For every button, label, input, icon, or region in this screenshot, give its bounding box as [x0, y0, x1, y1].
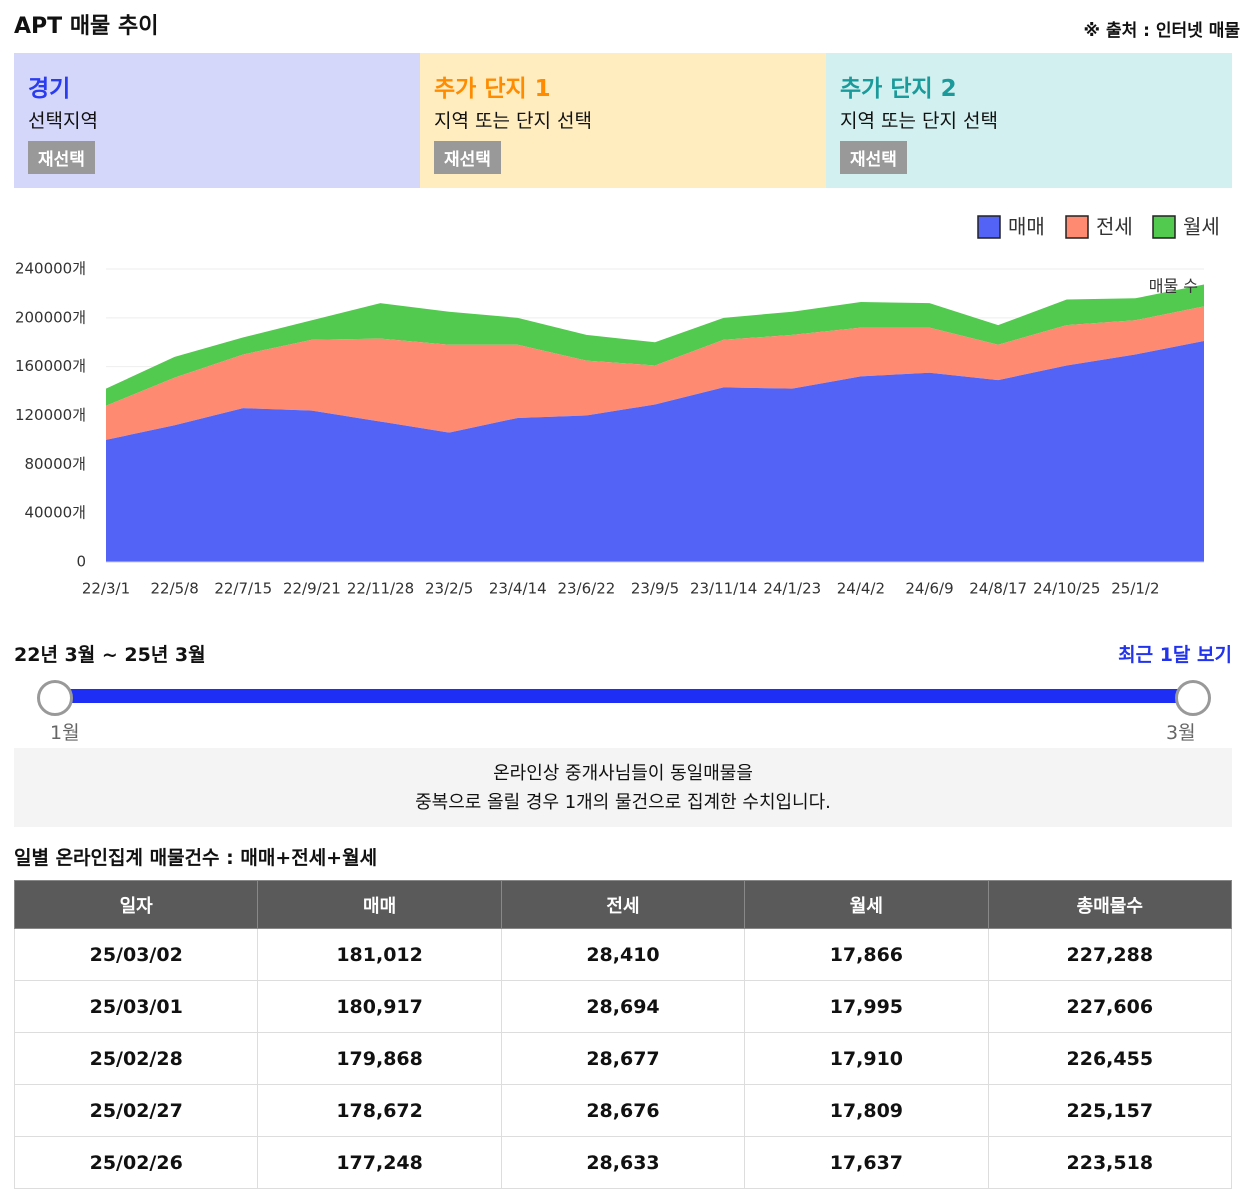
y-tick-label: 120000개: [15, 406, 86, 424]
legend-swatch: [977, 215, 1001, 239]
table-cell: 17,995: [744, 980, 989, 1033]
slider-end[interactable]: [1175, 680, 1211, 716]
table-row: 25/02/26 177,248 28,633 17,637 223,518: [13, 1136, 1233, 1189]
legend-label: 매매: [1008, 215, 1045, 239]
table-cell: 28,676: [500, 1084, 746, 1137]
slider-end-label: 3월: [1166, 722, 1196, 744]
x-tick-label: 23/4/14: [489, 580, 547, 598]
legend-label: 전세: [1096, 215, 1133, 239]
area-series: [106, 284, 1204, 406]
notice-line: 중복으로 올릴 경우 1개의 물건으로 집계한 수치입니다.: [415, 792, 831, 813]
table-cell: 25/02/26: [13, 1136, 259, 1189]
table-cell: 28,677: [500, 1032, 746, 1085]
table-cell: 177,248: [257, 1136, 502, 1189]
x-tick-label: 24/10/25: [1033, 580, 1100, 598]
column-header: 전세: [500, 880, 746, 929]
region-panel: 추가 단지 2 지역 또는 단지 선택 재선택: [826, 53, 1232, 188]
region-name: 경기: [28, 76, 71, 102]
region-panel: 추가 단지 1 지역 또는 단지 선택 재선택: [420, 53, 826, 188]
table-caption: 일별 온라인집계 매물건수 : 매매+전세+월세: [14, 847, 378, 869]
table-row: 25/02/28 179,868 28,677 17,910 226,455: [13, 1032, 1233, 1085]
column-header: 월세: [744, 880, 989, 929]
x-tick-label: 22/7/15: [214, 580, 272, 598]
y-tick-label: 40000개: [24, 504, 86, 522]
x-tick-label: 23/9/5: [631, 580, 679, 598]
table-cell: 17,910: [744, 1032, 989, 1085]
table-cell: 28,694: [500, 980, 746, 1033]
table-cell: 17,866: [744, 928, 989, 981]
legend-swatch: [1152, 215, 1176, 239]
reselect-button[interactable]: 재선택: [840, 141, 907, 174]
area-series: [106, 306, 1204, 440]
table-cell: 225,157: [987, 1084, 1233, 1137]
table-cell: 179,868: [257, 1032, 502, 1085]
slider-start-label: 1월: [50, 722, 80, 744]
table-body: 25/03/02 181,012 28,410 17,866 227,288 25/03/…: [13, 928, 1233, 1189]
header-row: 일자 매매 전세 월세 총매물수: [13, 880, 1233, 929]
table-cell: 17,809: [744, 1084, 989, 1137]
x-tick-label: 23/11/14: [690, 580, 757, 598]
table-cell: 223,518: [987, 1136, 1233, 1189]
area-series: [106, 341, 1204, 562]
y-tick-label: 160000개: [15, 357, 86, 375]
x-tick-label: 24/6/9: [905, 580, 953, 598]
table-cell: 178,672: [257, 1084, 502, 1137]
legend-swatch: [1065, 215, 1089, 239]
listing-table: 일자 매매 전세 월세 총매물수 25/03/02 181,012 28,410 17,866…: [13, 880, 1233, 1189]
table-cell: 25/02/28: [13, 1032, 259, 1085]
column-header: 매매: [257, 880, 502, 929]
table-cell: 28,633: [500, 1136, 746, 1189]
y-tick-label: 240000개: [15, 260, 86, 278]
x-tick-label: 23/6/22: [557, 580, 615, 598]
table-cell: 17,637: [744, 1136, 989, 1189]
y-tick-label: 200000개: [15, 308, 86, 326]
region-name: 추가 단지 1: [434, 76, 551, 102]
x-tick-label: 24/1/23: [763, 580, 821, 598]
x-tick-label: 24/4/2: [837, 580, 885, 598]
notice-line: 온라인상 중개사님들이 동일매물을: [493, 763, 753, 784]
region-subtitle: 선택지역: [28, 110, 98, 132]
x-tick-label: 22/9/21: [283, 580, 341, 598]
region-name: 추가 단지 2: [840, 76, 957, 102]
recent-month-link[interactable]: 최근 1달 보기: [1118, 644, 1232, 666]
region-subtitle: 지역 또는 단지 선택: [840, 110, 998, 132]
source: ※ 출처 : 인터넷 매물: [1083, 21, 1240, 41]
x-tick-label: 22/11/28: [347, 580, 414, 598]
region-subtitle: 지역 또는 단지 선택: [434, 110, 592, 132]
page-title: APT 매물 추이: [14, 14, 159, 39]
column-header: 총매물수: [987, 880, 1233, 929]
x-tick-label: 25/1/2: [1111, 580, 1159, 598]
chart: 0 40000개 80000개 120000개 160000개 200000개 240000…: [15, 215, 1220, 598]
x-tick-label: 22/3/1: [82, 580, 130, 598]
y-tick-label: 0: [76, 553, 86, 571]
x-tick-label: 22/5/8: [150, 580, 198, 598]
table-cell: 25/03/01: [13, 980, 259, 1033]
table-cell: 227,606: [987, 980, 1233, 1033]
table-cell: 28,410: [500, 928, 746, 981]
table-cell: 180,917: [257, 980, 502, 1033]
table-row: 25/03/01 180,917 28,694 17,995 227,606: [13, 980, 1233, 1033]
y-tick-label: 80000개: [24, 455, 86, 473]
column-header: 일자: [13, 880, 259, 929]
x-tick-label: 23/2/5: [425, 580, 473, 598]
table-cell: 25/02/27: [13, 1084, 259, 1137]
table-row: 25/03/02 181,012 28,410 17,866 227,288: [13, 928, 1233, 981]
table-cell: 226,455: [987, 1032, 1233, 1085]
table-cell: 181,012: [257, 928, 502, 981]
region-panel: 경기 선택지역 재선택: [14, 53, 420, 188]
annotation: 매물 수: [1149, 277, 1198, 296]
table-row: 25/02/27 178,672 28,676 17,809 225,157: [13, 1084, 1233, 1137]
slider-start[interactable]: [37, 680, 73, 716]
reselect-button[interactable]: 재선택: [28, 141, 95, 174]
x-tick-label: 24/8/17: [969, 580, 1027, 598]
table-cell: 25/03/02: [13, 928, 259, 981]
range-label: 22년 3월 ~ 25년 3월: [14, 644, 206, 666]
notice: 온라인상 중개사님들이 동일매물을 중복으로 올릴 경우 1개의 물건으로 집계…: [14, 748, 1232, 827]
reselect-button[interactable]: 재선택: [434, 141, 501, 174]
slider-track[interactable]: [55, 689, 1193, 703]
table-cell: 227,288: [987, 928, 1233, 981]
legend-label: 월세: [1183, 215, 1220, 239]
